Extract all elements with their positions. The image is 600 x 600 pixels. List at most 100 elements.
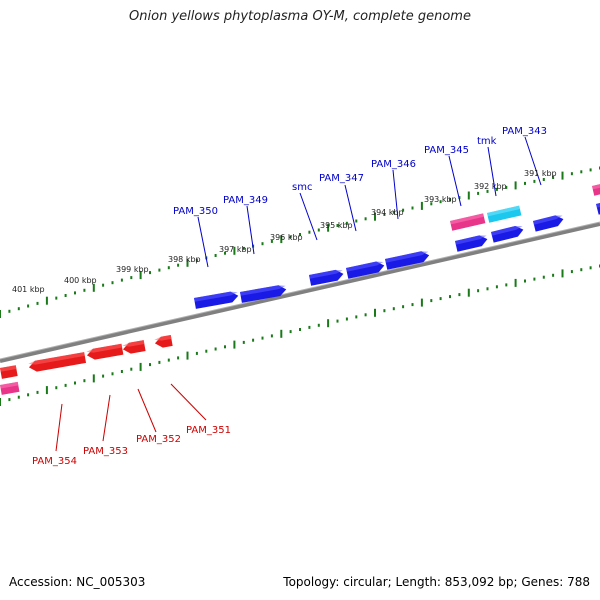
outer-minor-tick bbox=[158, 268, 161, 272]
forward-gene-label[interactable]: PAM_343 bbox=[502, 126, 547, 137]
outer-minor-tick bbox=[336, 224, 339, 227]
reverse-gene-leader-line bbox=[137, 388, 157, 433]
kbp-tick-label: 393 kbp bbox=[424, 195, 457, 204]
map-title: Onion yellows phytoplasma OY-M, complete… bbox=[129, 9, 471, 24]
outer-minor-tick bbox=[317, 228, 320, 232]
inner-major-tick bbox=[233, 340, 236, 349]
outer-major-tick bbox=[514, 181, 517, 190]
forward-gene-leader-line bbox=[487, 146, 497, 197]
inner-minor-tick bbox=[524, 279, 526, 283]
outer-minor-tick bbox=[439, 200, 442, 204]
gene-arrow-pam351[interactable] bbox=[154, 335, 173, 349]
outer-major-tick bbox=[45, 296, 48, 305]
kbp-label-layer: 391 kbp 392 kbp 393 kbp 394 kbp 395 kbp 396 k… bbox=[12, 169, 557, 294]
gene-box-cyan-1[interactable] bbox=[487, 205, 522, 223]
forward-gene-label[interactable]: PAM_349 bbox=[223, 195, 268, 206]
forward-gene-leader-line bbox=[246, 205, 255, 255]
inner-minor-tick bbox=[64, 383, 67, 387]
inner-major-tick bbox=[514, 278, 517, 287]
gene-arrow-pam352[interactable] bbox=[122, 340, 146, 355]
outer-minor-tick bbox=[55, 296, 58, 300]
forward-gene-label[interactable]: PAM_345 bbox=[424, 145, 469, 156]
kbp-tick-label: 394 kbp bbox=[371, 208, 404, 217]
gene-arrow-pam350[interactable] bbox=[194, 290, 239, 309]
inner-major-tick bbox=[280, 329, 283, 338]
gene-arrow-pam346[interactable] bbox=[385, 250, 430, 270]
outer-minor-tick bbox=[477, 191, 480, 195]
inner-minor-tick bbox=[402, 305, 405, 309]
outer-major-tick bbox=[327, 223, 330, 232]
kbp-tick-label: 399 kbp bbox=[116, 265, 149, 274]
outer-minor-tick bbox=[552, 176, 555, 179]
gene-arrow-pam345[interactable] bbox=[455, 234, 489, 252]
gene-arrow-pam354[interactable] bbox=[28, 352, 87, 373]
inner-minor-tick bbox=[449, 295, 451, 299]
gene-arrow-pam353[interactable] bbox=[86, 343, 124, 361]
gene-arrow-tmk[interactable] bbox=[491, 224, 525, 243]
gene-arrow-pam343-shine bbox=[533, 215, 563, 225]
inner-minor-tick bbox=[102, 374, 105, 378]
gene-box-pink-edge[interactable] bbox=[0, 381, 20, 395]
reverse-gene-label[interactable]: PAM_351 bbox=[186, 425, 231, 436]
outer-minor-tick bbox=[495, 187, 498, 191]
inner-minor-tick bbox=[27, 393, 30, 397]
backbone-highlight bbox=[0, 221, 600, 360]
forward-gene-label[interactable]: tmk bbox=[477, 136, 497, 147]
outer-minor-tick bbox=[27, 304, 30, 308]
outer-minor-tick bbox=[402, 208, 405, 212]
gene-arrow-edge-blue[interactable] bbox=[596, 202, 600, 215]
gene-arrow-pam343[interactable] bbox=[533, 214, 565, 232]
reverse-gene-label[interactable]: PAM_354 bbox=[32, 456, 77, 467]
outer-minor-tick bbox=[167, 266, 170, 270]
gene-arrow-pam352-shine bbox=[122, 340, 145, 347]
inner-minor-tick bbox=[17, 395, 20, 399]
outer-minor-tick bbox=[64, 294, 67, 297]
gene-arrow-pam347[interactable] bbox=[346, 260, 385, 279]
forward-gene-label[interactable]: PAM_347 bbox=[319, 173, 364, 184]
outer-minor-tick bbox=[102, 283, 105, 287]
gene-arrow-pam349[interactable] bbox=[240, 284, 287, 303]
outer-minor-tick bbox=[120, 278, 123, 282]
reverse-gene-leader-line bbox=[55, 403, 63, 452]
gene-arrow-edge-blue-shine bbox=[596, 202, 600, 208]
forward-gene-leader-line bbox=[299, 192, 318, 241]
gene-arrow-pam353-shine bbox=[86, 343, 123, 353]
outer-minor-tick bbox=[36, 301, 39, 305]
inner-minor-tick bbox=[261, 336, 264, 340]
reverse-gene-label[interactable]: PAM_352 bbox=[136, 434, 181, 445]
reverse-gene-label[interactable]: PAM_353 bbox=[83, 446, 128, 457]
gene-arrow-pam349-shine bbox=[240, 285, 286, 296]
inner-major-tick bbox=[139, 362, 142, 371]
inner-major-tick bbox=[92, 374, 95, 383]
kbp-tick-label: 400 kbp bbox=[64, 276, 97, 285]
inner-minor-tick bbox=[477, 289, 480, 293]
forward-gene-label[interactable]: smc bbox=[292, 182, 312, 193]
gene-arrow-smc[interactable] bbox=[309, 269, 344, 286]
inner-minor-tick bbox=[214, 347, 217, 351]
outer-minor-tick bbox=[542, 178, 545, 181]
forward-gene-label[interactable]: PAM_346 bbox=[371, 159, 416, 170]
inner-minor-tick bbox=[299, 328, 301, 331]
inner-minor-tick bbox=[8, 398, 11, 402]
inner-minor-tick bbox=[158, 360, 161, 364]
gene-box-pink-1[interactable] bbox=[450, 213, 486, 231]
outer-minor-tick bbox=[570, 172, 573, 176]
inner-minor-tick bbox=[383, 309, 386, 313]
reverse-gene-leader-line bbox=[170, 383, 207, 421]
kbp-tick-label: 401 kbp bbox=[12, 285, 45, 294]
outer-minor-tick bbox=[74, 291, 76, 295]
outer-major-tick bbox=[0, 310, 1, 318]
inner-minor-tick bbox=[505, 283, 508, 287]
gene-arrow-edge-red-shine bbox=[0, 365, 17, 372]
outer-minor-tick bbox=[289, 235, 292, 239]
gene-arrow-edge-red[interactable] bbox=[0, 365, 18, 379]
gene-arrow-pam345-shine bbox=[455, 235, 487, 245]
forward-gene-label[interactable]: PAM_350 bbox=[173, 206, 218, 217]
outer-major-tick bbox=[139, 271, 142, 280]
outer-minor-tick bbox=[505, 185, 508, 189]
inner-minor-tick bbox=[177, 356, 180, 360]
inner-minor-tick bbox=[486, 287, 489, 291]
gene-box-pink-2[interactable] bbox=[592, 183, 600, 196]
reverse-gene-leader-line bbox=[102, 394, 111, 442]
